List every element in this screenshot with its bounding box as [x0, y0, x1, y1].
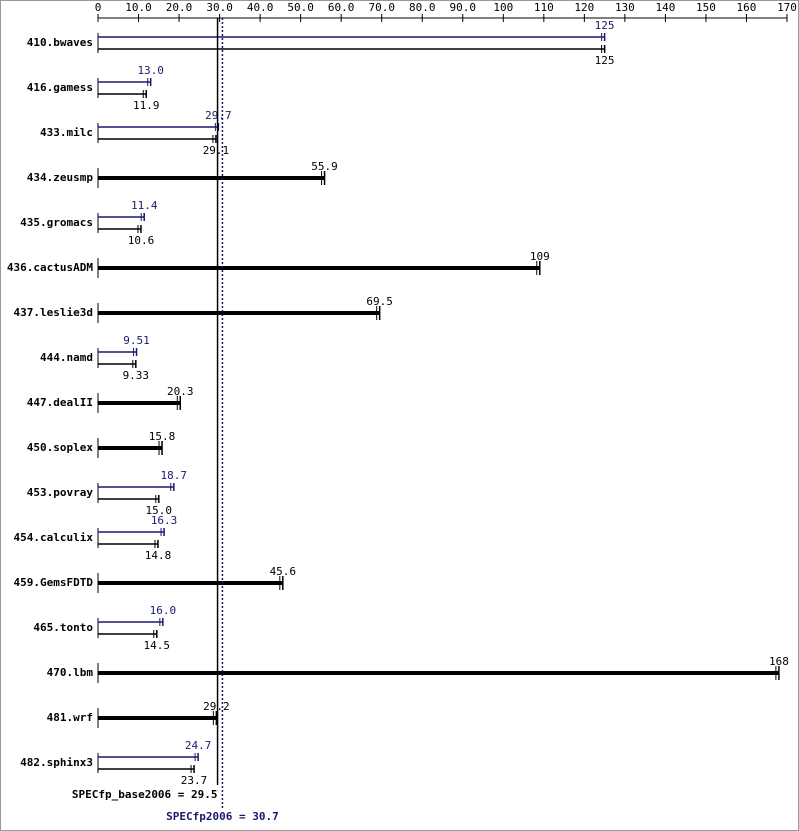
category-label: 481.wrf [47, 711, 93, 724]
category-label: 444.namd [40, 351, 93, 364]
x-tick-label: 90.0 [450, 1, 477, 14]
x-tick-label: 100 [493, 1, 513, 14]
value-label: 11.9 [133, 99, 160, 112]
x-tick-label: 70.0 [368, 1, 395, 14]
value-label: 29.2 [203, 700, 230, 713]
value-label: 125 [595, 19, 615, 32]
value-label: 168 [769, 655, 789, 668]
x-tick-label: 110 [534, 1, 554, 14]
x-tick-label: 50.0 [287, 1, 314, 14]
category-label: 410.bwaves [27, 36, 93, 49]
value-label: 29.1 [203, 144, 230, 157]
category-label: 437.leslie3d [14, 306, 93, 319]
value-label: 14.5 [144, 639, 171, 652]
value-label: 15.8 [149, 430, 176, 443]
value-label: 18.7 [161, 469, 188, 482]
x-tick-label: 60.0 [328, 1, 355, 14]
value-label: 20.3 [167, 385, 194, 398]
category-label: 454.calculix [14, 531, 94, 544]
value-label: 29.7 [205, 109, 232, 122]
x-tick-label: 20.0 [166, 1, 193, 14]
value-label: 13.0 [137, 64, 164, 77]
reference-label: SPECfp_base2006 = 29.5 [72, 788, 218, 801]
value-label: 15.0 [146, 504, 173, 517]
value-label: 16.3 [151, 514, 178, 527]
x-tick-label: 170 [777, 1, 797, 14]
x-tick-label: 30.0 [206, 1, 233, 14]
value-label: 14.8 [145, 549, 172, 562]
value-label: 9.51 [123, 334, 150, 347]
category-label: 436.cactusADM [7, 261, 93, 274]
value-label: 125 [595, 54, 615, 67]
x-tick-label: 120 [574, 1, 594, 14]
x-tick-label: 140 [655, 1, 675, 14]
x-tick-label: 40.0 [247, 1, 274, 14]
x-tick-label: 160 [737, 1, 757, 14]
category-label: 450.soplex [27, 441, 94, 454]
category-label: 470.lbm [47, 666, 94, 679]
category-label: 433.milc [40, 126, 93, 139]
value-label: 16.0 [150, 604, 177, 617]
value-label: 69.5 [366, 295, 393, 308]
value-label: 45.6 [270, 565, 297, 578]
category-label: 435.gromacs [20, 216, 93, 229]
x-tick-label: 150 [696, 1, 716, 14]
value-label: 109 [530, 250, 550, 263]
value-label: 10.6 [128, 234, 155, 247]
category-label: 453.povray [27, 486, 94, 499]
value-label: 9.33 [123, 369, 150, 382]
category-label: 482.sphinx3 [20, 756, 93, 769]
value-label: 55.9 [311, 160, 338, 173]
category-label: 447.dealII [27, 396, 93, 409]
value-label: 11.4 [131, 199, 158, 212]
x-tick-label: 10.0 [125, 1, 152, 14]
x-tick-label: 0 [95, 1, 102, 14]
category-label: 459.GemsFDTD [14, 576, 94, 589]
category-label: 416.gamess [27, 81, 93, 94]
value-label: 23.7 [181, 774, 208, 787]
category-label: 434.zeusmp [27, 171, 94, 184]
x-tick-label: 80.0 [409, 1, 436, 14]
x-tick-label: 130 [615, 1, 635, 14]
value-label: 24.7 [185, 739, 212, 752]
category-label: 465.tonto [33, 621, 93, 634]
reference-label: SPECfp2006 = 30.7 [166, 810, 279, 823]
